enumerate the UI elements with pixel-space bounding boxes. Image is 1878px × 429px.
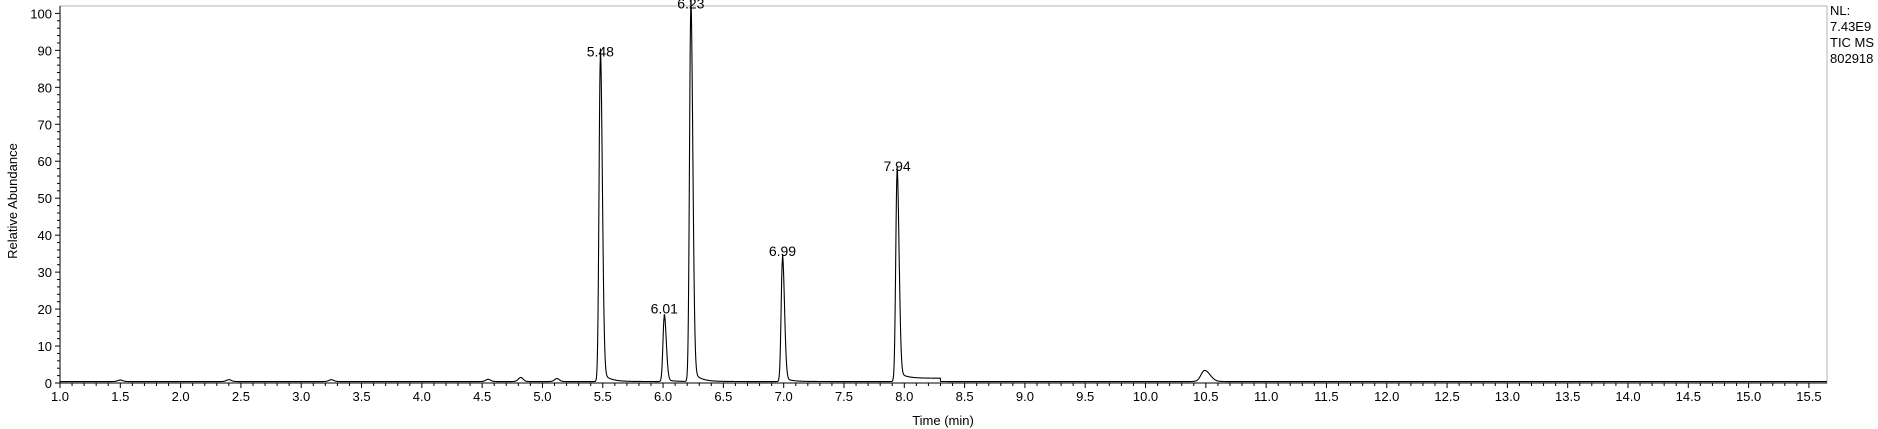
y-tick-label: 0 — [45, 376, 52, 391]
x-tick-label: 2.5 — [232, 389, 250, 404]
axis-ticks: 1.0 1.5 2.0 2.5 3.0 3.5 4.0 4.5 5.0 5.5 6.0 6.5 7.0 7… — [30, 6, 1827, 404]
peak-label: 6.23 — [677, 0, 704, 11]
x-tick-label: 5.5 — [594, 389, 612, 404]
y-tick-label: 100 — [30, 6, 52, 21]
y-tick-label: 50 — [38, 191, 52, 206]
y-tick-label: 90 — [38, 43, 52, 58]
y-axis-title: Relative Abundance — [5, 143, 20, 259]
nl-label: NL: — [1830, 3, 1850, 18]
y-tick-label: 70 — [38, 117, 52, 132]
x-tick-label: 13.5 — [1555, 389, 1580, 404]
x-tick-label: 4.5 — [473, 389, 491, 404]
peak-label: 6.99 — [769, 243, 796, 259]
peak-label: 7.94 — [883, 158, 910, 174]
x-tick-label: 4.0 — [413, 389, 431, 404]
plot-frame — [59, 5, 1828, 384]
x-tick-label: 12.5 — [1434, 389, 1459, 404]
x-tick-label: 11.0 — [1254, 389, 1278, 404]
y-tick-label: 40 — [38, 228, 52, 243]
x-tick-label: 11.5 — [1314, 389, 1338, 404]
x-axis-title: Time (min) — [912, 413, 974, 428]
x-tick-label: 1.0 — [51, 389, 69, 404]
x-tick-label: 5.0 — [533, 389, 551, 404]
y-tick-label: 10 — [38, 339, 52, 354]
tic-trace-line — [59, 0, 1828, 383]
peak-labels: 5.48 6.01 6.23 6.99 7.94 — [587, 0, 911, 316]
tic-trace — [59, 0, 1828, 383]
trace-info: NL: 7.43E9 TIC MS 802918 — [1830, 3, 1874, 66]
x-tick-label: 8.5 — [956, 389, 974, 404]
x-tick-label: 15.5 — [1796, 389, 1821, 404]
peak-label: 5.48 — [587, 43, 614, 59]
sample-id: 802918 — [1830, 51, 1873, 66]
x-tick-label: 10.5 — [1193, 389, 1218, 404]
y-tick-label: 30 — [38, 265, 52, 280]
nl-value: 7.43E9 — [1830, 19, 1871, 34]
x-tick-label: 2.0 — [172, 389, 190, 404]
y-tick-label: 60 — [38, 154, 52, 169]
x-tick-label: 15.0 — [1736, 389, 1761, 404]
y-tick-label: 80 — [38, 80, 52, 95]
x-tick-label: 6.0 — [654, 389, 672, 404]
x-tick-label: 3.0 — [292, 389, 310, 404]
x-tick-label: 8.0 — [895, 389, 913, 404]
y-tick-label: 20 — [38, 302, 52, 317]
x-tick-label: 3.5 — [352, 389, 370, 404]
x-tick-label: 14.5 — [1676, 389, 1701, 404]
x-tick-label: 7.5 — [835, 389, 853, 404]
x-tick-label: 9.0 — [1016, 389, 1034, 404]
x-tick-label: 10.0 — [1133, 389, 1158, 404]
x-tick-label: 13.0 — [1495, 389, 1520, 404]
peak-label: 6.01 — [651, 300, 678, 316]
x-tick-label: 14.0 — [1615, 389, 1640, 404]
x-tick-label: 7.0 — [775, 389, 793, 404]
x-tick-label: 9.5 — [1076, 389, 1094, 404]
x-tick-label: 6.5 — [714, 389, 732, 404]
trace-type: TIC MS — [1830, 35, 1874, 50]
x-tick-label: 1.5 — [111, 389, 129, 404]
x-tick-label: 12.0 — [1374, 389, 1399, 404]
